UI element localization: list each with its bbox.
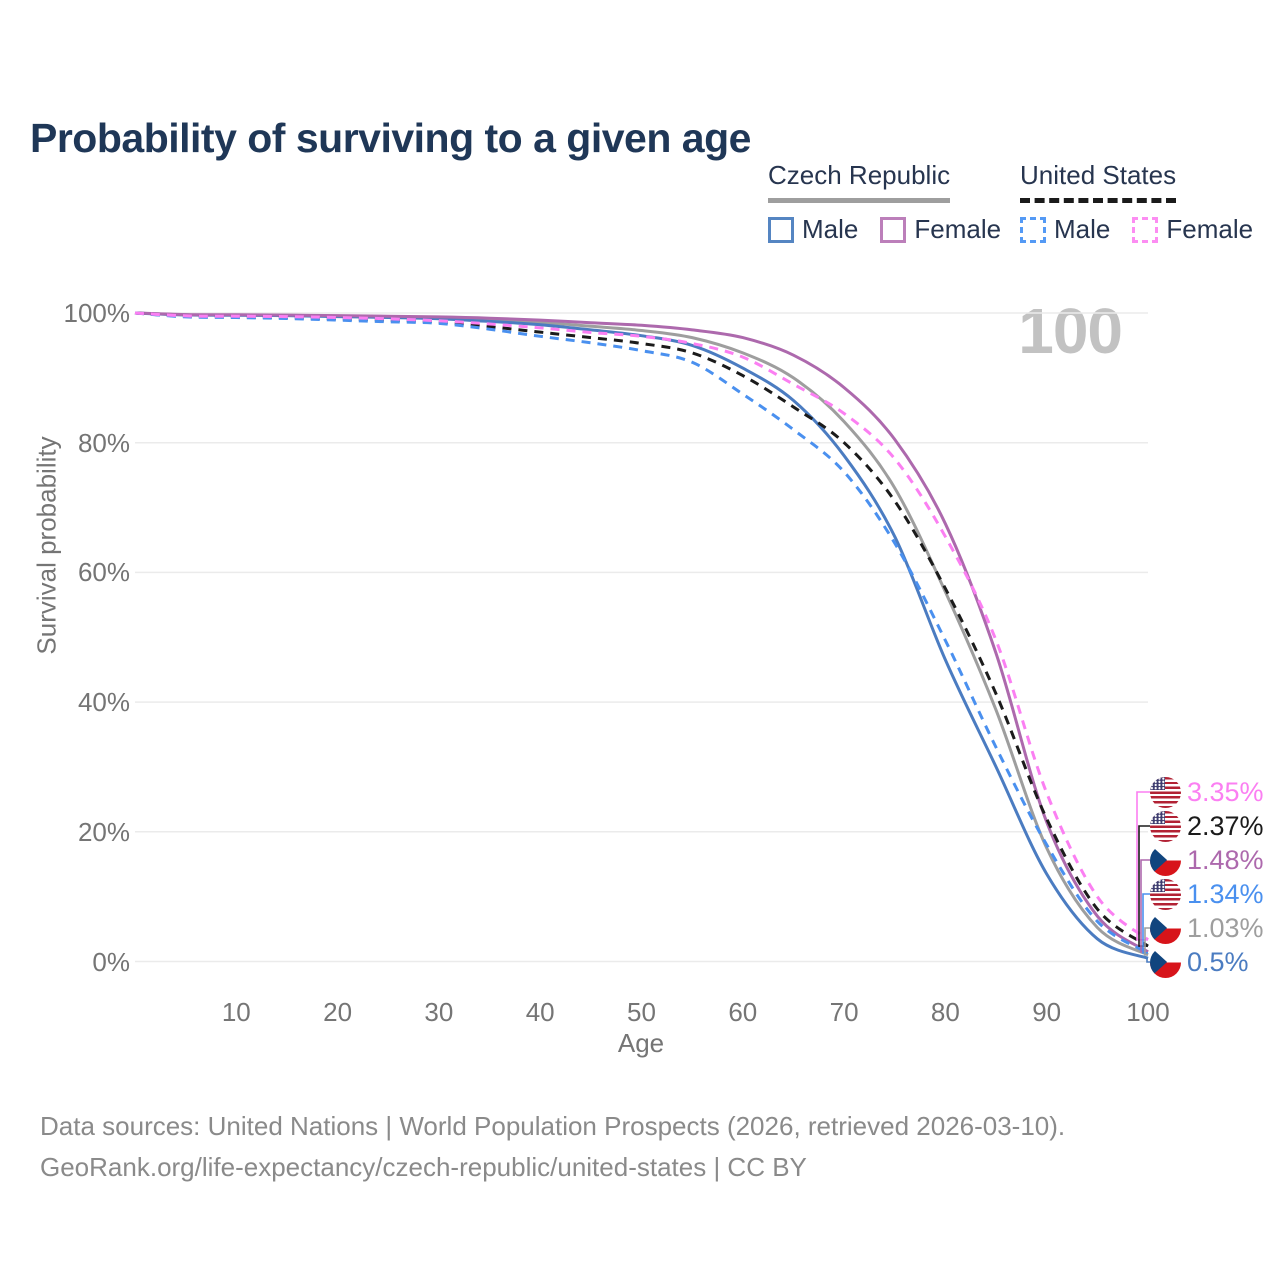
curve-us-female[interactable]: [134, 311, 1149, 941]
end-value: 0.5%: [1187, 946, 1249, 977]
end-value: 2.37%: [1187, 810, 1264, 841]
x-tick-60: 60: [728, 997, 758, 1027]
x-tick-90: 90: [1032, 997, 1062, 1027]
legend-title-czech-republic: Czech Republic: [768, 160, 951, 203]
leader-line-cz-total: [1144, 927, 1150, 956]
us-flag-icon: [1150, 878, 1181, 910]
us-flag-icon: [1150, 776, 1181, 808]
curve-cz-total[interactable]: [134, 311, 1149, 957]
legend-label: Female: [1166, 214, 1254, 244]
end-label-us-female: 3.35%: [1150, 776, 1264, 808]
x-tick-50: 50: [627, 997, 656, 1027]
czech-flag-icon: [1150, 946, 1181, 978]
x-tick-30: 30: [424, 997, 454, 1027]
x-tick-10: 10: [221, 997, 251, 1027]
end-value: 1.48%: [1187, 844, 1264, 875]
x-tick-20: 20: [323, 997, 353, 1027]
end-label-cz-total: 1.03%: [1150, 912, 1264, 944]
legend-label: Male: [1054, 214, 1111, 244]
y-tick-20: 20%: [77, 816, 130, 847]
legend-label: Female: [914, 214, 1002, 244]
legend-item-us-male[interactable]: Male: [1020, 214, 1110, 245]
curve-us-male[interactable]: [134, 311, 1149, 955]
end-value: 3.35%: [1187, 776, 1264, 807]
us-flag-icon: [1150, 810, 1181, 842]
legend-item-us-female[interactable]: Female: [1132, 214, 1253, 245]
curve-cz-male[interactable]: [134, 311, 1149, 960]
end-value: 1.03%: [1187, 912, 1264, 943]
end-label-cz-female: 1.48%: [1150, 844, 1264, 876]
cz-female-swatch-icon: [880, 216, 907, 243]
cz-male-swatch-icon: [768, 216, 794, 243]
page-title: Probability of surviving to a given age: [30, 115, 751, 162]
legend-item-cz-male[interactable]: Male: [768, 214, 858, 245]
end-value: 1.34%: [1187, 878, 1264, 909]
footer: Data sources: United Nations | World Pop…: [40, 1106, 1065, 1188]
end-label-us-total: 2.37%: [1150, 810, 1264, 842]
end-label-us-male: 1.34%: [1150, 878, 1264, 910]
legend-title-united-states: United States: [1020, 160, 1177, 203]
y-axis-title: Survival probability: [31, 436, 62, 655]
legend-item-cz-female[interactable]: Female: [880, 214, 1001, 245]
leader-line-cz-male: [1146, 957, 1150, 963]
czech-flag-icon: [1150, 912, 1181, 944]
x-tick-40: 40: [525, 997, 555, 1027]
y-tick-0: 0%: [92, 946, 130, 977]
attribution-line: GeoRank.org/life-expectancy/czech-republ…: [40, 1152, 807, 1182]
x-axis-title: Age: [617, 1028, 665, 1058]
end-label-cz-male: 0.5%: [1150, 946, 1249, 978]
data-sources-line: Data sources: United Nations | World Pop…: [40, 1111, 1066, 1141]
curve-cz-female[interactable]: [134, 311, 1149, 954]
curve-us-total[interactable]: [134, 311, 1149, 948]
y-tick-40: 40%: [77, 687, 130, 718]
czech-flag-icon: [1150, 844, 1181, 876]
x-tick-70: 70: [829, 997, 859, 1027]
legend-label: Male: [802, 214, 859, 244]
legend-group-united-states: United States Male Female: [1020, 160, 1253, 245]
x-tick-80: 80: [930, 997, 960, 1027]
y-tick-100: 100%: [63, 298, 131, 328]
us-male-swatch-icon: [1020, 216, 1046, 243]
legend-group-czech-republic: Czech Republic Male Female: [768, 160, 1001, 245]
y-tick-60: 60%: [77, 557, 130, 588]
hover-age-watermark: 100: [1018, 295, 1123, 367]
x-tick-100: 100: [1126, 997, 1170, 1027]
y-tick-80: 80%: [77, 427, 130, 458]
us-female-swatch-icon: [1132, 216, 1159, 243]
